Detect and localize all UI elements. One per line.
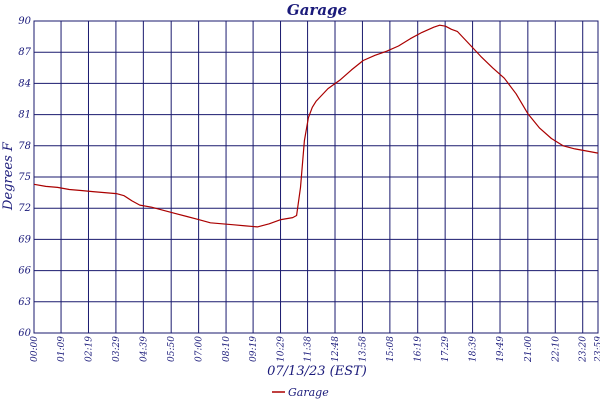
x-tick-label: 21:00 xyxy=(524,336,534,363)
series-layer xyxy=(33,24,599,228)
x-tick-label: 18:39 xyxy=(469,336,479,362)
x-tick-label: 05:50 xyxy=(167,336,177,362)
x-tick-label: 19:49 xyxy=(496,336,506,362)
series-line-garage xyxy=(33,24,599,228)
y-tick-label: 69 xyxy=(18,234,31,245)
x-tick-label: 01:09 xyxy=(57,336,67,362)
x-tick-label: 08:10 xyxy=(222,336,232,362)
plot-frame xyxy=(33,20,599,334)
x-tick-label: 07:00 xyxy=(195,336,205,362)
chart-title: Garage xyxy=(287,1,347,19)
x-tick-label: 13:58 xyxy=(358,336,368,362)
x-axis-title: 07/13/23 (EST) xyxy=(267,364,367,379)
legend: Garage xyxy=(272,386,329,399)
legend-label: Garage xyxy=(288,386,329,399)
x-tick-label: 11:38 xyxy=(304,336,314,362)
y-tick-label: 63 xyxy=(18,297,31,308)
y-tick-label: 78 xyxy=(18,141,31,152)
y-tick-label: 84 xyxy=(18,78,31,89)
x-tick-label: 03:29 xyxy=(112,336,122,362)
x-tick-label: 15:08 xyxy=(386,336,396,362)
x-tick-label: 23:59 xyxy=(594,336,600,363)
x-tick-label: 16:19 xyxy=(414,336,424,362)
x-tick-label: 22:10 xyxy=(551,336,561,363)
y-tick-label: 60 xyxy=(18,328,31,339)
y-tick-label: 66 xyxy=(18,266,31,277)
x-tick-label: 09:19 xyxy=(249,336,259,362)
x-tick-label: 17:29 xyxy=(441,336,451,362)
x-tick-label: 12:48 xyxy=(331,336,341,362)
y-tick-label: 75 xyxy=(18,172,31,183)
x-tick-labels: 00:00 01:09 02:19 03:29 04:39 05:50 07:00 08:10… xyxy=(30,336,600,363)
y-tick-label: 90 xyxy=(18,16,31,27)
y-tick-label: 81 xyxy=(18,110,31,121)
x-tick-label: 10:29 xyxy=(277,336,287,362)
y-tick-labels: 60 63 66 69 72 75 78 81 84 87 90 xyxy=(18,16,31,339)
x-tick-label: 02:19 xyxy=(84,336,94,362)
x-tick-label: 23:20 xyxy=(579,336,589,363)
y-axis-title: Degrees F xyxy=(1,141,16,211)
x-tick-label: 00:00 xyxy=(30,336,40,362)
y-tick-label: 87 xyxy=(18,47,31,58)
grid xyxy=(33,20,599,334)
x-tick-label: 04:39 xyxy=(139,336,149,362)
y-tick-label: 72 xyxy=(18,203,31,214)
